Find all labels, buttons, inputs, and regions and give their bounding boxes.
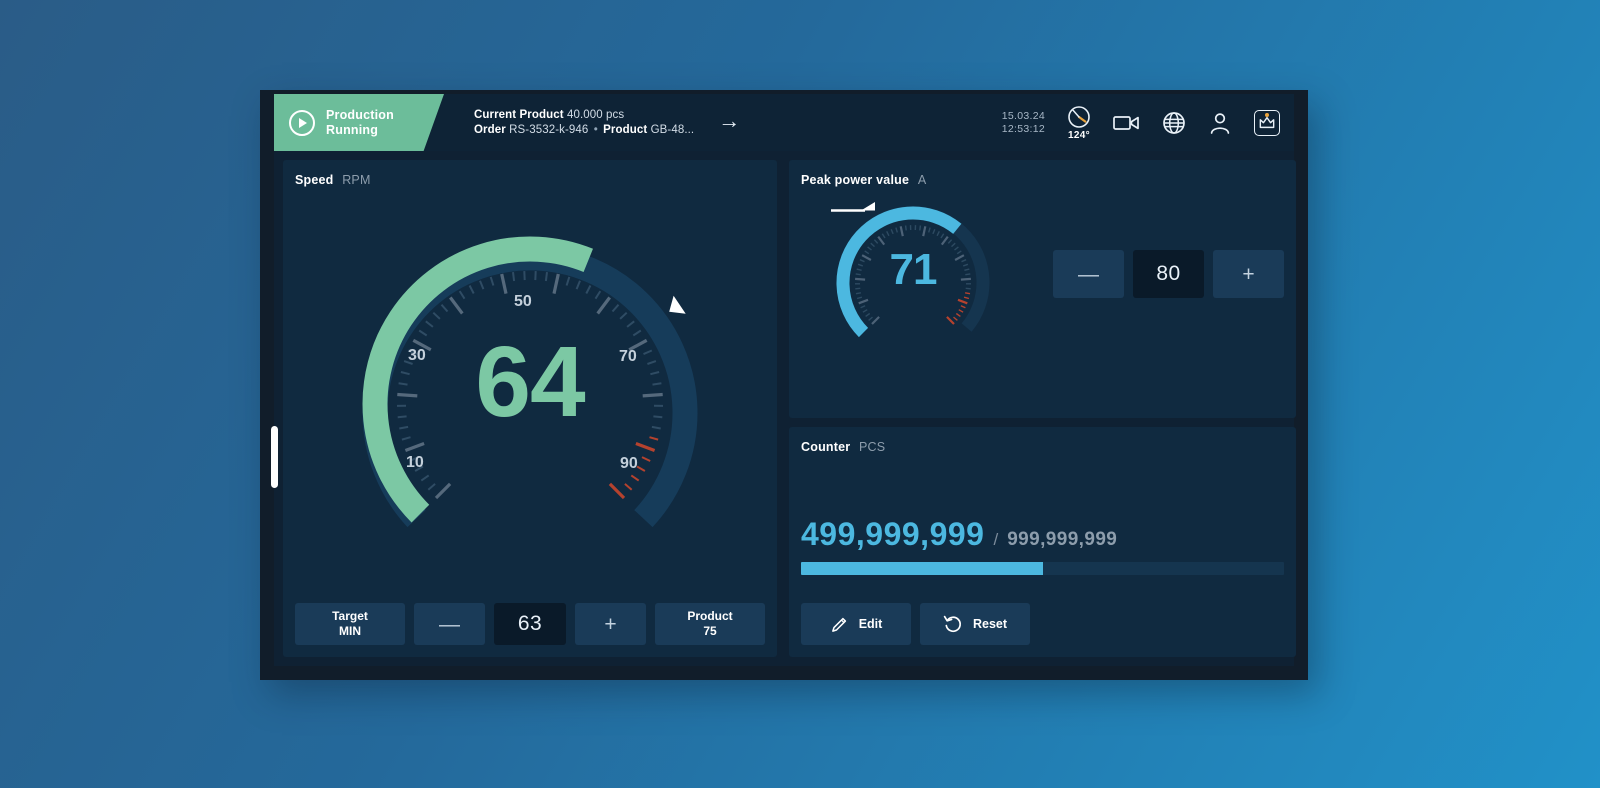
power-stepper: — 80 + xyxy=(1053,250,1284,298)
app-screen: Production Running Current Product 40.00… xyxy=(271,94,1296,666)
speed-value-input[interactable]: 63 xyxy=(494,603,566,645)
plus-icon: + xyxy=(1242,262,1255,286)
peak-power-card: Peak power value A 71 xyxy=(789,160,1296,418)
speed-tick-label-50: 50 xyxy=(514,293,532,310)
product-info-lines: Current Product 40.000 pcs Order RS-3532… xyxy=(474,109,694,136)
camera-icon[interactable] xyxy=(1113,113,1140,133)
speed-product-button[interactable]: Product 75 xyxy=(655,603,765,645)
production-status-banner[interactable]: Production Running xyxy=(274,94,444,151)
counter-slash: / xyxy=(993,530,999,549)
counter-reset-button[interactable]: Reset xyxy=(920,603,1030,645)
target-label-line1: Target xyxy=(332,609,368,623)
edit-button-label: Edit xyxy=(858,616,883,631)
speed-control-row: Target MIN — 63 + Product 75 xyxy=(295,603,765,645)
speed-tick-label-10: 10 xyxy=(406,454,424,471)
current-product-value: 40.000 pcs xyxy=(566,109,625,121)
minus-icon: — xyxy=(1078,262,1099,286)
order-separator: • xyxy=(593,124,598,136)
tablet-device: Production Running Current Product 40.00… xyxy=(260,90,1308,680)
speed-title-unit: RPM xyxy=(342,173,371,187)
power-gauge[interactable]: 71 xyxy=(831,201,995,347)
pencil-icon xyxy=(831,617,846,632)
production-status-text: Production Running xyxy=(326,108,394,138)
minus-icon: — xyxy=(439,612,460,636)
counter-progress-bar xyxy=(801,562,1284,575)
counter-card-title: Counter PCS xyxy=(801,440,1284,454)
power-gauge-area: 71 — 80 + xyxy=(801,201,1284,347)
counter-title-text: Counter xyxy=(801,440,851,454)
order-value: RS-3532-k-946 xyxy=(509,124,589,136)
counter-total-value: 999,999,999 xyxy=(1007,529,1118,550)
speed-tick-label-30: 30 xyxy=(408,347,426,364)
left-column: Speed RPM xyxy=(271,160,777,657)
status-line-1: Production xyxy=(326,107,394,122)
power-title-unit: A xyxy=(917,173,927,187)
product-btn-line2: 75 xyxy=(703,624,717,638)
user-icon[interactable] xyxy=(1208,111,1232,135)
speed-tick-label-90: 90 xyxy=(620,455,638,472)
product-label: Product xyxy=(603,124,648,136)
crown-badge-icon[interactable] xyxy=(1254,109,1280,136)
status-line-2: Running xyxy=(326,122,379,137)
counter-readout: 499,999,999 / 999,999,999 xyxy=(801,454,1284,575)
reset-rotate-icon xyxy=(943,615,961,633)
speed-target-marker xyxy=(669,295,686,314)
power-title-text: Peak power value xyxy=(801,173,910,187)
power-setpoint-marker xyxy=(831,202,875,212)
app-header: Production Running Current Product 40.00… xyxy=(274,94,1294,151)
current-product-info[interactable]: Current Product 40.000 pcs Order RS-3532… xyxy=(444,94,740,151)
play-circle-icon xyxy=(289,109,315,136)
speed-card-title: Speed RPM xyxy=(295,173,765,187)
current-product-label: Current Product xyxy=(474,109,564,121)
power-decrement-button[interactable]: — xyxy=(1053,250,1124,298)
speed-title-text: Speed xyxy=(295,173,334,187)
drawer-handle[interactable] xyxy=(271,426,278,488)
counter-card: Counter PCS 499,999,999 / 999,999,999 xyxy=(789,427,1296,657)
dashboard-content: Speed RPM xyxy=(271,151,1296,666)
plus-icon: + xyxy=(604,612,617,636)
clock-date: 15.03.24 xyxy=(1001,109,1045,122)
target-label-line2: MIN xyxy=(339,624,361,638)
speed-increment-button[interactable]: + xyxy=(575,603,646,645)
reset-button-label: Reset xyxy=(972,616,1008,631)
counter-edit-button[interactable]: Edit xyxy=(801,603,911,645)
counter-numbers: 499,999,999 / 999,999,999 xyxy=(801,516,1284,553)
power-increment-button[interactable]: + xyxy=(1213,250,1284,298)
clock-time: 12:53:12 xyxy=(1001,122,1045,135)
speed-target-min-button[interactable]: Target MIN xyxy=(295,603,405,645)
header-icon-tray: 15.03.24 12:53:12 124° xyxy=(1002,94,1294,151)
product-btn-line1: Product xyxy=(687,609,733,623)
clock: 15.03.24 12:53:12 xyxy=(1002,110,1045,136)
right-column: Peak power value A 71 xyxy=(789,160,1296,657)
temperature-gauge-icon[interactable]: 124° xyxy=(1067,105,1091,141)
speed-current-value: 64 xyxy=(475,326,585,438)
speed-card: Speed RPM xyxy=(271,160,777,657)
counter-progress-fill xyxy=(801,562,1043,575)
power-current-value: 71 xyxy=(889,245,938,294)
product-value: GB-48... xyxy=(650,124,695,136)
power-value-input[interactable]: 80 xyxy=(1133,250,1204,298)
current-product-line: Current Product 40.000 pcs xyxy=(474,109,694,121)
counter-current-value: 499,999,999 xyxy=(801,516,985,552)
speed-gauge[interactable]: 64 10 30 50 70 90 xyxy=(350,224,710,566)
arrow-right-icon[interactable]: → xyxy=(718,108,741,133)
speed-gauge-wrap: 64 10 30 50 70 90 xyxy=(295,187,765,603)
counter-action-row: Edit Reset xyxy=(801,603,1284,645)
globe-icon[interactable] xyxy=(1162,111,1186,135)
power-card-title: Peak power value A xyxy=(801,173,1284,187)
crown-badge-dot xyxy=(1265,113,1269,117)
counter-title-unit: PCS xyxy=(859,440,886,454)
temperature-value: 124° xyxy=(1068,129,1090,141)
speed-tick-label-70: 70 xyxy=(619,348,637,365)
order-label: Order xyxy=(474,124,506,136)
order-line: Order RS-3532-k-946 • Product GB-48... xyxy=(474,124,694,136)
speed-decrement-button[interactable]: — xyxy=(414,603,485,645)
